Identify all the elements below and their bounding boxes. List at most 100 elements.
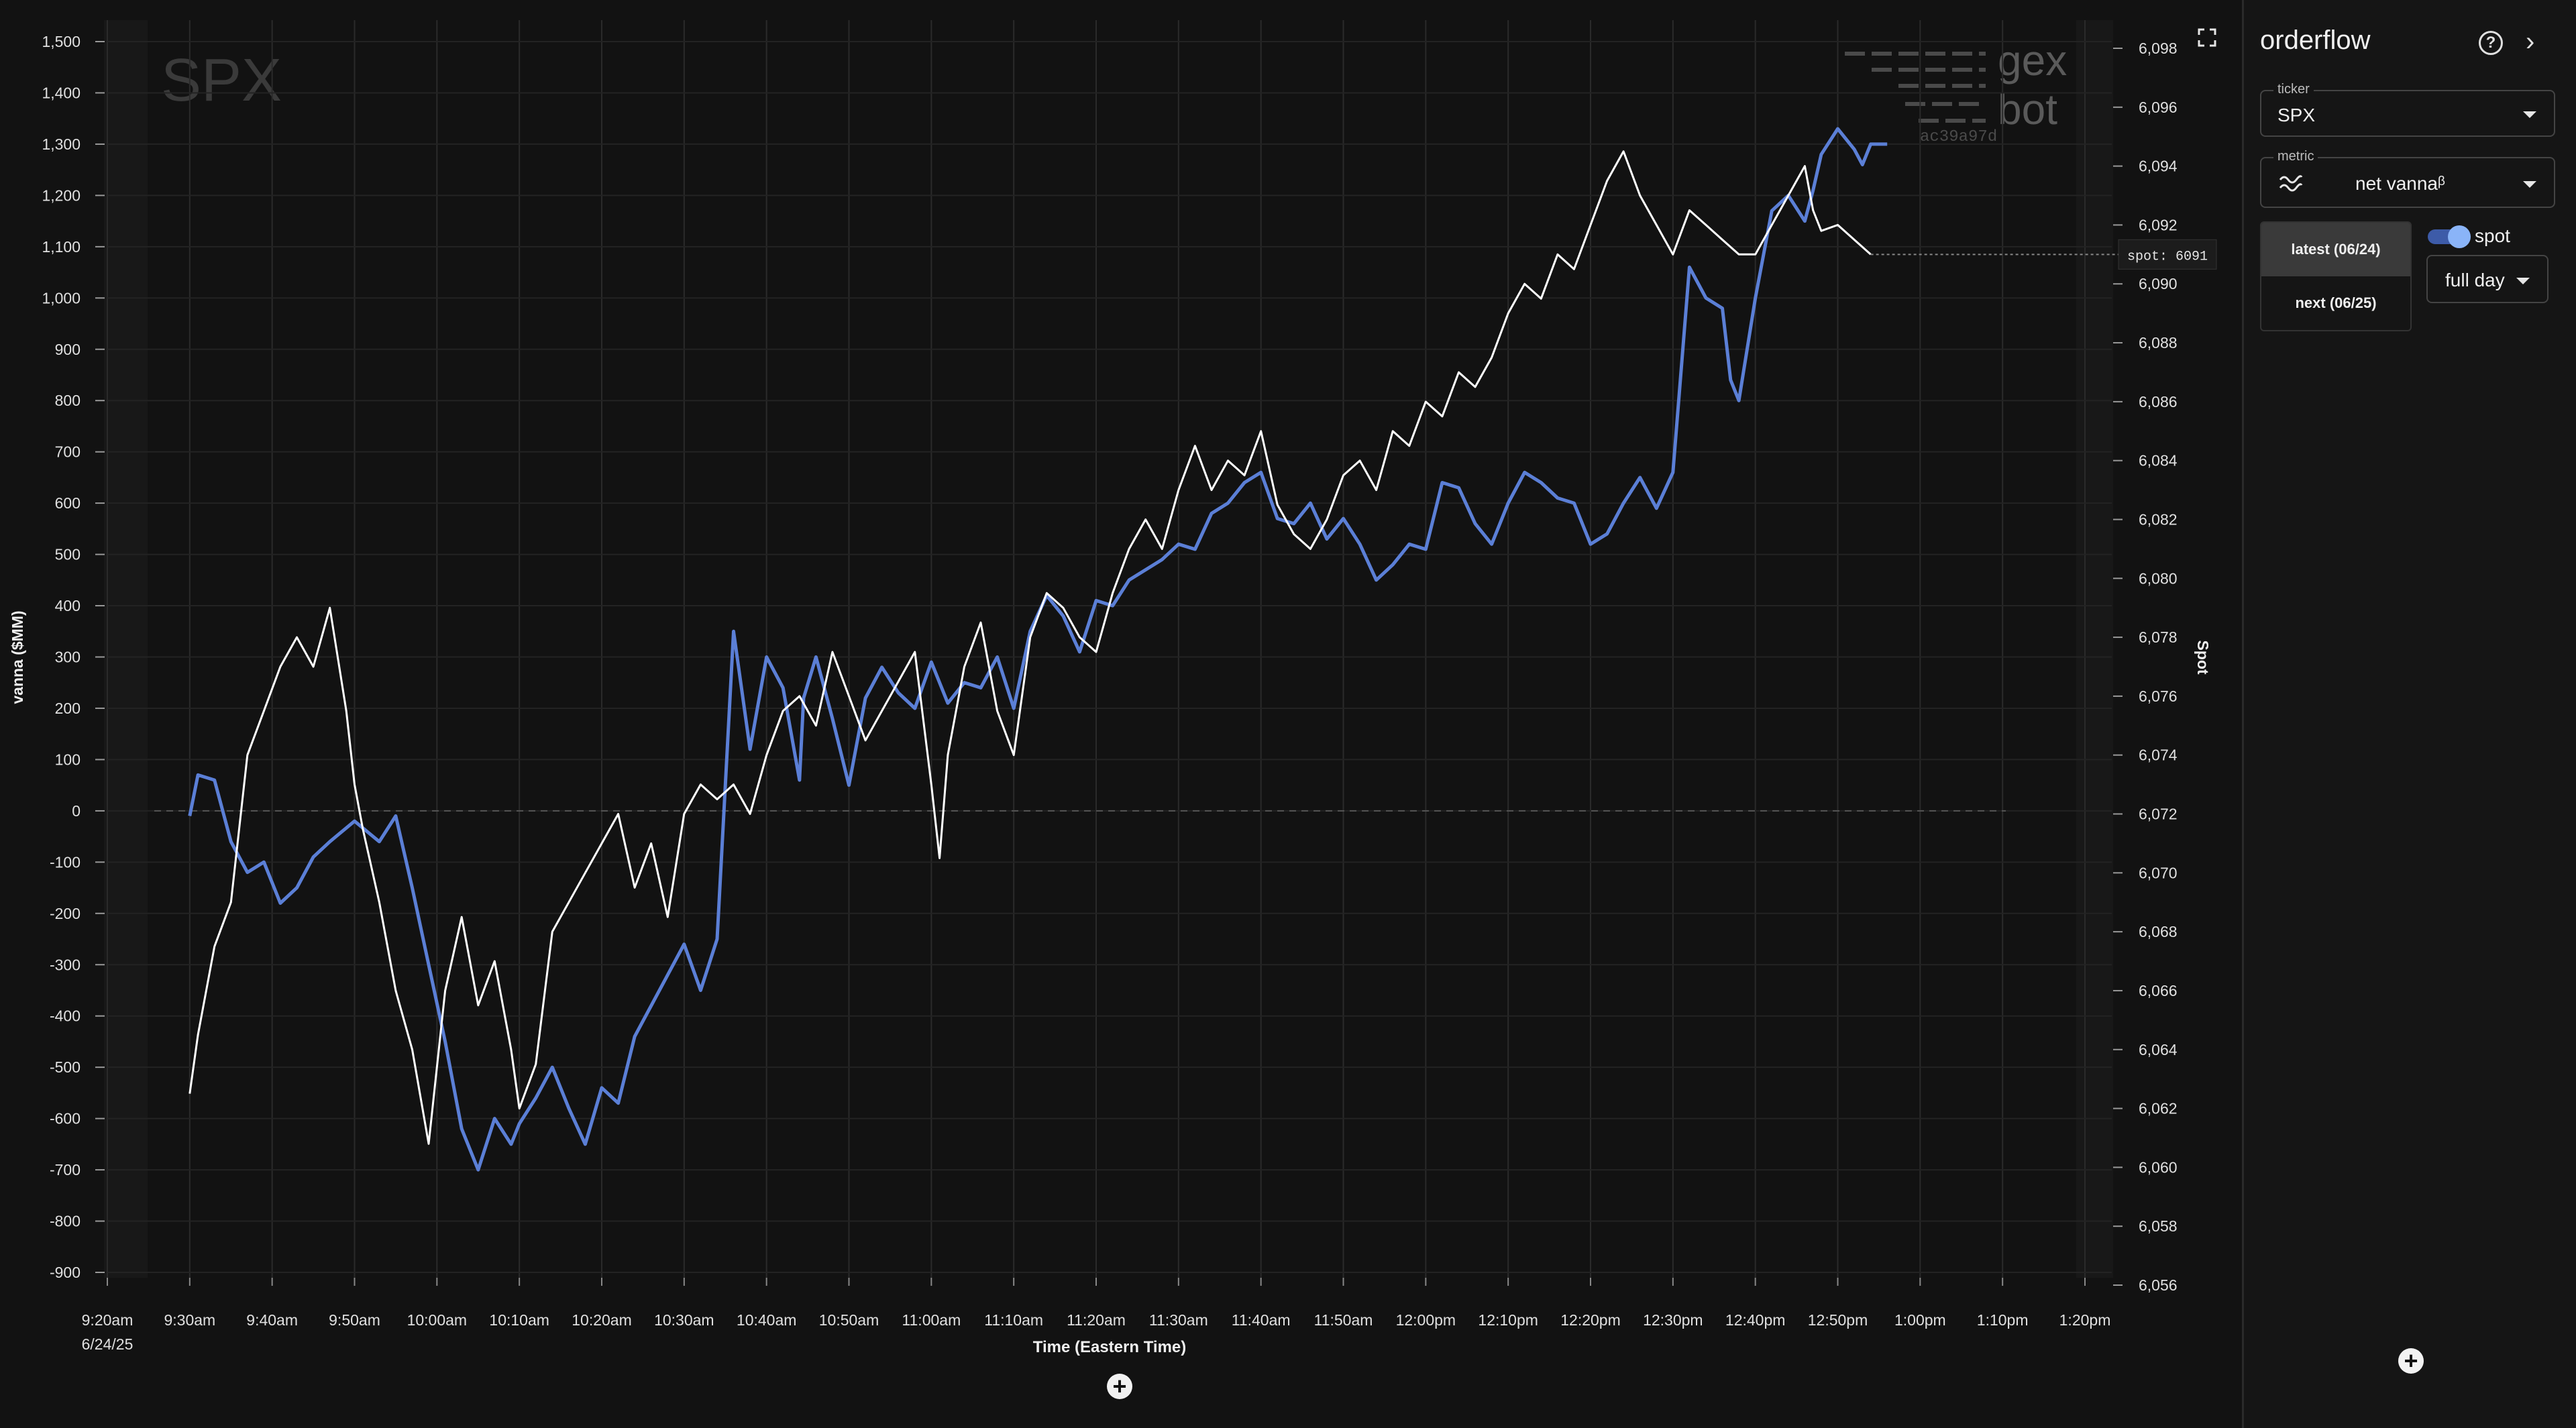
y2-tick-label: 6,058 (2139, 1217, 2178, 1235)
add-icon[interactable]: + (2398, 1348, 2424, 1374)
sidebar-title: orderflow (2260, 25, 2371, 55)
chevron-right-icon[interactable]: › (2526, 27, 2535, 56)
dropdown-caret-icon (2523, 181, 2536, 188)
y2-tick-label: 6,078 (2139, 628, 2178, 646)
x-tick-label: 9:50am (329, 1311, 380, 1329)
y2-tick-label: 6,064 (2139, 1041, 2178, 1058)
y-tick-label: 900 (55, 341, 80, 358)
y-tick-label: 1,300 (42, 135, 80, 153)
x-tick-label: 11:40am (1232, 1311, 1291, 1329)
y-tick-label: 700 (55, 443, 80, 461)
dropdown-caret-icon (2516, 278, 2530, 284)
x-tick-label: 10:00am (407, 1311, 468, 1329)
x-tick-label: 12:00pm (1396, 1311, 1456, 1329)
add-chart-button[interactable]: + (1107, 1374, 1132, 1399)
x-tick-label: 11:30am (1149, 1311, 1208, 1329)
orderflow-sidebar: orderflow ? › ticker SPX metric net vann… (2242, 0, 2576, 1428)
x-tick-label: 1:00pm (1894, 1311, 1946, 1329)
y-tick-label: 800 (55, 392, 80, 409)
expiry-toggle-group: latest (06/24) next (06/25) (2260, 221, 2412, 331)
y-tick-label: 1,500 (42, 33, 80, 50)
expiry-next-button[interactable]: next (06/25) (2295, 294, 2377, 311)
chart-panel: SPX gex bot ac39a97d 9:20am 9:30am 9:40am 9:50a… (9, 20, 2217, 1399)
ticker-value: SPX (2277, 105, 2316, 125)
y2-tick-label: 6,062 (2139, 1100, 2178, 1117)
x-tick-label: 9:20am (82, 1311, 133, 1329)
y2-tick-label: 6,066 (2139, 982, 2178, 999)
x-tick-label: 11:50am (1314, 1311, 1373, 1329)
y-tick-label: -900 (50, 1264, 80, 1281)
x-tick-label: 10:30am (654, 1311, 714, 1329)
y2-tick-label: 6,090 (2139, 275, 2178, 292)
fullscreen-icon[interactable] (2198, 28, 2216, 47)
y2-tick-label: 6,080 (2139, 569, 2178, 587)
post-range-shade (2076, 20, 2113, 1278)
y2-tick-label: 6,096 (2139, 99, 2178, 116)
metric-select[interactable]: metric net vannaᵝ (2260, 149, 2555, 208)
y-tick-label: -200 (50, 905, 80, 922)
x-tick-label: 12:10pm (1478, 1311, 1538, 1329)
dropdown-caret-icon (2523, 111, 2536, 118)
y-tick-label: -600 (50, 1110, 80, 1128)
x-tick-label: 11:10am (984, 1311, 1043, 1329)
metric-value: net vannaᵝ (2355, 173, 2445, 194)
y2-tick-label: 6,068 (2139, 923, 2178, 940)
y-tick-label: -500 (50, 1058, 80, 1076)
x-tick-label: 11:00am (902, 1311, 961, 1329)
spot-toggle-label: spot (2475, 225, 2510, 246)
y2-tick-label: 6,074 (2139, 747, 2178, 764)
y-tick-label: -800 (50, 1213, 80, 1230)
y2-tick-label: 6,082 (2139, 510, 2178, 528)
y-tick-label: 1,100 (42, 238, 80, 256)
y2-tick-label: 6,088 (2139, 334, 2178, 351)
y2-tick-label: 6,094 (2139, 158, 2178, 175)
time-range-value: full day (2445, 270, 2505, 290)
x-tick-label: 10:50am (819, 1311, 879, 1329)
x-tick-label: 12:50pm (1808, 1311, 1868, 1329)
y-tick-label: 200 (55, 700, 80, 717)
x-tick-label: 11:20am (1067, 1311, 1126, 1329)
y2-tick-label: 6,060 (2139, 1158, 2178, 1176)
y2-tick-label: 6,086 (2139, 393, 2178, 410)
spot-tag: spot: 6091 (2127, 249, 2208, 264)
spot-series-line (189, 150, 1872, 1145)
y-tick-label: -700 (50, 1161, 80, 1178)
y2-tick-label: 6,070 (2139, 864, 2178, 881)
x-tick-label: 9:30am (164, 1311, 215, 1329)
time-range-select[interactable]: full day (2426, 255, 2548, 303)
x-tick-label: 10:20am (572, 1311, 632, 1329)
y2-tick-label: 6,092 (2139, 216, 2178, 233)
y2-tick-label: 6,056 (2139, 1276, 2178, 1294)
y-tick-label: 500 (55, 546, 80, 563)
vanna-wave-icon (2279, 175, 2303, 192)
y2-tick-label: 6,072 (2139, 806, 2178, 823)
x-date-label: 6/24/25 (82, 1335, 133, 1353)
ticker-select[interactable]: ticker SPX (2260, 82, 2555, 137)
x-tick-label: 9:40am (246, 1311, 298, 1329)
y2-tick-label: 6,084 (2139, 452, 2178, 470)
y2-tick-label: 6,076 (2139, 688, 2178, 705)
y2-axis-title: Spot (2194, 640, 2212, 674)
x-tick-label: 10:10am (489, 1311, 549, 1329)
ticker-label: ticker (2273, 82, 2314, 97)
metric-label: metric (2273, 149, 2318, 164)
y-tick-label: 1,200 (42, 186, 80, 204)
help-circle-icon[interactable]: ? (2479, 31, 2503, 55)
spot-tag-box (2118, 239, 2217, 270)
y-tick-label: 100 (55, 751, 80, 768)
y-tick-label: 0 (72, 802, 80, 820)
y-tick-label: -400 (50, 1007, 80, 1025)
y-tick-label: -300 (50, 956, 80, 973)
y-tick-label: 600 (55, 494, 80, 512)
x-tick-label: 12:20pm (1560, 1311, 1621, 1329)
y-tick-label: -100 (50, 853, 80, 871)
x-tick-label: 10:40am (737, 1311, 797, 1329)
watermark-ticker: SPX (161, 47, 282, 114)
spot-toggle-knob[interactable] (2448, 225, 2471, 248)
expiry-latest-button[interactable]: latest (06/24) (2261, 223, 2410, 276)
watermark-build: ac39a97d (1920, 128, 1997, 146)
x-axis-title: Time (Eastern Time) (1033, 1338, 1187, 1356)
x-tick-label: 12:40pm (1725, 1311, 1786, 1329)
pre-market-shade (104, 20, 148, 1278)
